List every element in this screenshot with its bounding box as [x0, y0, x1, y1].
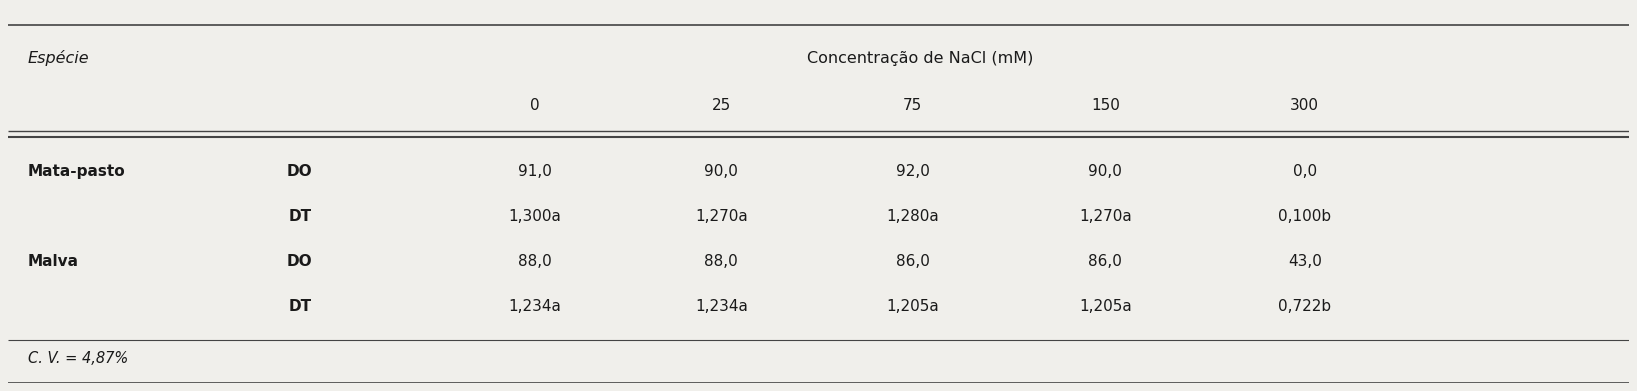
Text: Malva: Malva — [28, 254, 79, 269]
Text: 86,0: 86,0 — [895, 254, 930, 269]
Text: 92,0: 92,0 — [895, 163, 930, 179]
Text: 1,270a: 1,270a — [694, 209, 748, 224]
Text: 90,0: 90,0 — [1089, 163, 1123, 179]
Text: 150: 150 — [1090, 98, 1120, 113]
Text: Espécie: Espécie — [28, 50, 90, 66]
Text: 0,100b: 0,100b — [1278, 209, 1331, 224]
Text: 1,234a: 1,234a — [509, 299, 561, 314]
Text: 91,0: 91,0 — [517, 163, 552, 179]
Text: 1,234a: 1,234a — [694, 299, 748, 314]
Text: 88,0: 88,0 — [517, 254, 552, 269]
Text: 0: 0 — [530, 98, 540, 113]
Text: DT: DT — [288, 209, 311, 224]
Text: 86,0: 86,0 — [1089, 254, 1123, 269]
Text: 300: 300 — [1290, 98, 1319, 113]
Text: 1,300a: 1,300a — [509, 209, 561, 224]
Text: 75: 75 — [904, 98, 922, 113]
Text: Mata-pasto: Mata-pasto — [28, 163, 126, 179]
Text: 1,205a: 1,205a — [886, 299, 940, 314]
Text: 25: 25 — [712, 98, 730, 113]
Text: DO: DO — [286, 254, 313, 269]
Text: C. V. = 4,87%: C. V. = 4,87% — [28, 351, 128, 366]
Text: DT: DT — [288, 299, 311, 314]
Text: 1,270a: 1,270a — [1079, 209, 1131, 224]
Text: 1,205a: 1,205a — [1079, 299, 1131, 314]
Text: 0,722b: 0,722b — [1278, 299, 1331, 314]
Text: 88,0: 88,0 — [704, 254, 738, 269]
Text: 1,280a: 1,280a — [886, 209, 940, 224]
Text: 0,0: 0,0 — [1293, 163, 1316, 179]
Text: 43,0: 43,0 — [1288, 254, 1321, 269]
Text: Concentração de NaCl (mM): Concentração de NaCl (mM) — [807, 51, 1033, 66]
Text: DO: DO — [286, 163, 313, 179]
Text: 90,0: 90,0 — [704, 163, 738, 179]
